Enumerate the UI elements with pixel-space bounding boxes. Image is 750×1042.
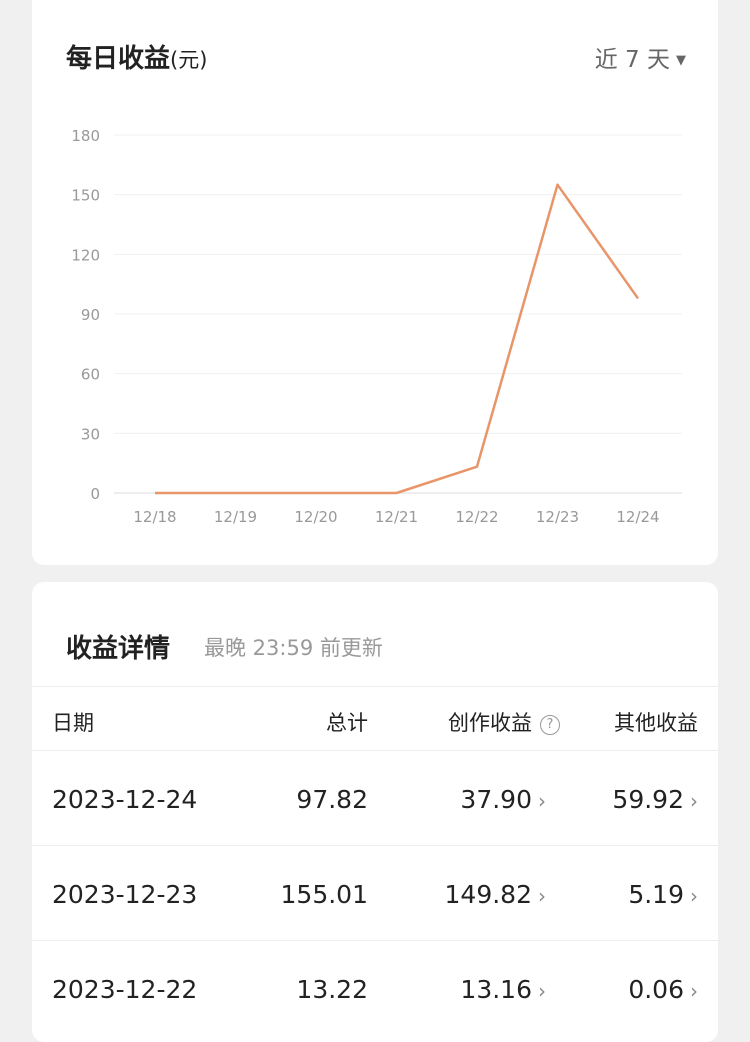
chevron-right-icon: › <box>690 789 698 813</box>
line-chart: 0 30 60 90 120 150 180 12/18 12/19 12/20 12/21 12/2… <box>32 0 718 565</box>
other-value: 59.92 <box>612 785 684 814</box>
table-row: 2023-12-22 13.22 13.16› 0.06› <box>32 940 718 1035</box>
earnings-line <box>155 185 638 493</box>
date-cell: 2023-12-23 <box>52 880 197 909</box>
total-cell: 13.22 <box>296 975 368 1004</box>
other-cell[interactable]: 59.92› <box>612 785 698 814</box>
creation-cell[interactable]: 149.82› <box>445 880 546 909</box>
y-tick-label: 180 <box>71 127 100 145</box>
header-creation-label: 创作收益 <box>448 711 532 735</box>
x-tick-label: 12/19 <box>214 508 257 526</box>
chevron-right-icon: › <box>538 884 546 908</box>
y-tick-label: 120 <box>71 246 100 264</box>
header-creation: 创作收益? <box>448 707 560 737</box>
other-value: 5.19 <box>628 880 684 909</box>
date-cell: 2023-12-24 <box>52 785 197 814</box>
creation-cell[interactable]: 37.90› <box>460 785 546 814</box>
chevron-right-icon: › <box>538 789 546 813</box>
x-tick-label: 12/21 <box>375 508 418 526</box>
total-cell: 97.82 <box>296 785 368 814</box>
x-tick-label: 12/24 <box>616 508 659 526</box>
creation-value: 37.90 <box>460 785 532 814</box>
table-row: 2023-12-24 97.82 37.90› 59.92› <box>32 750 718 845</box>
y-tick-label: 60 <box>81 366 100 384</box>
header-date: 日期 <box>52 707 94 737</box>
update-note: 最晚 23:59 前更新 <box>204 632 383 662</box>
creation-cell[interactable]: 13.16› <box>460 975 546 1004</box>
chevron-right-icon: › <box>538 979 546 1003</box>
chevron-right-icon: › <box>690 979 698 1003</box>
x-tick-label: 12/23 <box>536 508 579 526</box>
other-cell[interactable]: 5.19› <box>628 880 698 909</box>
y-tick-label: 150 <box>71 187 100 205</box>
earnings-details-card: 收益详情 最晚 23:59 前更新 日期 总计 创作收益? 其他收益 2023-… <box>32 582 718 1042</box>
total-cell: 155.01 <box>281 880 368 909</box>
header-other: 其他收益 <box>614 707 698 737</box>
y-tick-label: 30 <box>81 425 100 443</box>
other-value: 0.06 <box>628 975 684 1004</box>
y-tick-label: 90 <box>81 306 100 324</box>
details-title: 收益详情 <box>66 628 170 665</box>
chevron-right-icon: › <box>690 884 698 908</box>
table-row: 2023-12-23 155.01 149.82› 5.19› <box>32 845 718 940</box>
help-icon[interactable]: ? <box>540 715 560 735</box>
x-tick-label: 12/22 <box>455 508 498 526</box>
y-tick-label: 0 <box>90 485 100 503</box>
creation-value: 149.82 <box>445 880 532 909</box>
header-total: 总计 <box>326 707 368 737</box>
table-header: 日期 总计 创作收益? 其他收益 <box>32 686 718 750</box>
date-cell: 2023-12-22 <box>52 975 197 1004</box>
x-tick-label: 12/20 <box>294 508 337 526</box>
other-cell[interactable]: 0.06› <box>628 975 698 1004</box>
creation-value: 13.16 <box>460 975 532 1004</box>
x-tick-label: 12/18 <box>133 508 176 526</box>
